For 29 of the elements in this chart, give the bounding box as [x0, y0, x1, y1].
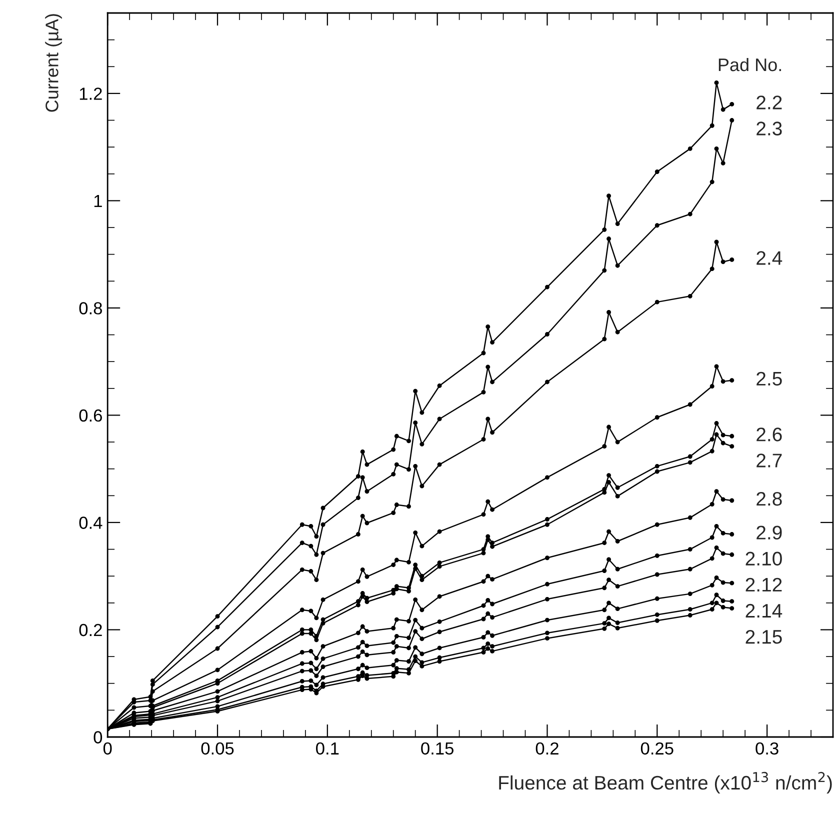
x-tick-label: 0 — [103, 742, 112, 755]
y-tick-label: 1 — [94, 195, 102, 207]
legend-label: 2.8 — [756, 492, 782, 506]
legend-label: 2.6 — [756, 428, 782, 442]
legend-label: 2.12 — [746, 578, 782, 592]
y-tick-label: 0.6 — [79, 409, 102, 422]
y-tick-label: 1.2 — [80, 88, 102, 100]
legend-label: 2.5 — [756, 372, 782, 386]
y-tick-label: 0.4 — [79, 516, 102, 529]
x-axis-title: Fluence at Beam Centre (x10$^{13}$ n/cm$^{2}$) — [499, 772, 832, 794]
y-axis-title: Current (µA) — [45, 14, 62, 112]
legend-label: 2.10 — [746, 552, 782, 566]
legend-label: 2.2 — [756, 96, 782, 110]
legend-label: 2.3 — [756, 122, 782, 136]
legend-label: 2.15 — [746, 630, 782, 644]
legend-label: 2.9 — [756, 526, 782, 540]
x-tick-label: 0.3 — [756, 742, 778, 755]
x-tick-label: 0.25 — [640, 742, 674, 755]
legend-title: Pad No. — [718, 58, 782, 72]
legend-label: 2.4 — [756, 251, 782, 265]
x-tick-label: 0.1 — [316, 742, 339, 755]
x-tick-label: 0.15 — [421, 742, 454, 755]
x-tick-label: 0.2 — [536, 742, 558, 755]
y-tick-label: 0.8 — [79, 302, 102, 314]
legend-label: 2.7 — [756, 454, 782, 468]
y-tick-label: 0.2 — [79, 624, 102, 636]
x-tick-label: 0.05 — [201, 742, 234, 755]
legend-label: 2.14 — [746, 604, 782, 618]
y-tick-label: 0 — [94, 731, 102, 744]
